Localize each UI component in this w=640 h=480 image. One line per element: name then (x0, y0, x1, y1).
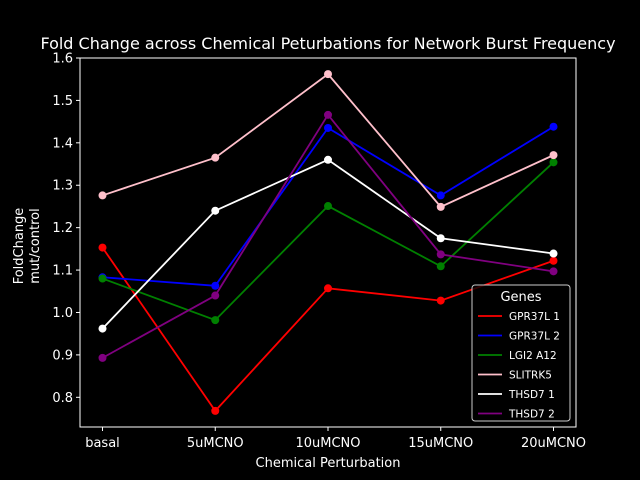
y-axis-label: FoldChange mut/control (12, 208, 43, 285)
data-point (436, 262, 445, 271)
data-point (436, 296, 445, 305)
y-tick-label: 0.9 (52, 348, 73, 363)
y-axis: 0.8 0.9 1.0 1.1 1.2 1.3 1.4 1.5 1.6 (52, 52, 80, 406)
data-point (211, 291, 220, 300)
legend-label: THSD7 2 (508, 409, 555, 421)
series-layer (98, 70, 558, 415)
y-tick-label: 1.6 (52, 52, 73, 67)
data-point (324, 155, 332, 164)
data-point (324, 110, 332, 119)
data-point (436, 191, 445, 200)
legend-label: GPR37L 1 (509, 311, 560, 323)
legend-label: THSD7 1 (508, 389, 555, 401)
series-lgi2-a12 (98, 158, 558, 325)
legend-label: LGI2 A12 (509, 350, 557, 362)
y-tick-label: 1.0 (52, 306, 73, 321)
x-axis: basal 5uMCNO 10uMCNO 15uMCNO 20uMCNO (85, 427, 586, 451)
data-point (436, 202, 445, 211)
data-point (324, 202, 332, 211)
data-point (549, 267, 558, 276)
x-tick-label: 20uMCNO (521, 436, 586, 451)
data-point (549, 158, 558, 167)
y-tick-label: 1.1 (52, 264, 73, 279)
legend-title: Genes (500, 290, 541, 305)
data-point (436, 250, 445, 259)
data-point (211, 153, 220, 162)
data-point (211, 281, 220, 290)
data-point (549, 249, 558, 258)
data-point (98, 353, 107, 362)
data-point (324, 70, 332, 79)
series-thsd7-1 (98, 155, 558, 333)
y-tick-label: 1.2 (52, 221, 73, 236)
data-point (211, 206, 220, 215)
data-point (211, 406, 220, 415)
data-point (324, 123, 332, 132)
legend-label: SLITRK5 (509, 370, 552, 382)
data-point (211, 316, 220, 325)
y-tick-label: 1.3 (52, 179, 73, 194)
data-point (98, 274, 107, 283)
x-tick-label: 15uMCNO (408, 436, 473, 451)
y-tick-label: 1.5 (52, 94, 73, 109)
x-tick-label: 5uMCNO (187, 436, 244, 451)
data-point (549, 151, 558, 160)
x-axis-label: Chemical Perturbation (256, 456, 401, 471)
y-axis-label-line-1: FoldChange (12, 208, 27, 285)
data-point (98, 324, 107, 333)
data-point (98, 243, 107, 252)
chart-title: Fold Change across Chemical Peturbations… (40, 34, 615, 53)
legend: Genes GPR37L 1 GPR37L 2 LGI2 A12 SLITRK5 THS… (471, 284, 571, 422)
legend-label: GPR37L 2 (509, 331, 560, 343)
y-tick-label: 1.4 (52, 136, 73, 151)
legend-items: GPR37L 1 GPR37L 2 LGI2 A12 SLITRK5 THSD7 1 TH… (478, 311, 560, 421)
data-point (436, 234, 445, 243)
x-tick-label: basal (85, 436, 120, 451)
y-axis-label-line-2: mut/control (28, 208, 43, 283)
data-point (324, 284, 332, 293)
series-thsd7-2 (98, 110, 558, 362)
series-slitrk5 (98, 70, 558, 211)
x-tick-label: 10uMCNO (295, 436, 360, 451)
data-point (98, 191, 107, 200)
data-point (549, 256, 558, 265)
data-point (549, 122, 558, 131)
legend-box (471, 284, 571, 422)
y-tick-label: 0.8 (52, 391, 73, 406)
